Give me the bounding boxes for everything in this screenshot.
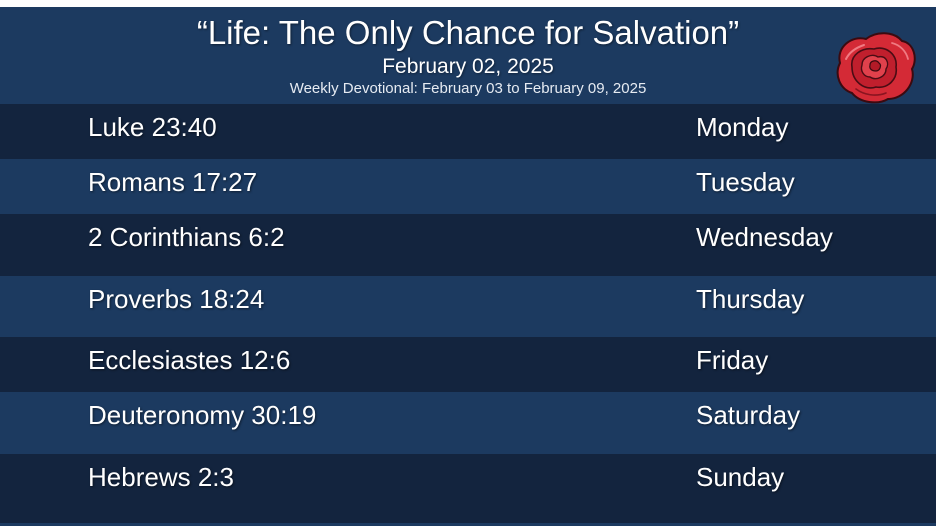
page-title: “Life: The Only Chance for Salvation” <box>196 14 740 51</box>
weekday-label: Thursday <box>696 284 805 314</box>
list-item: Deuteronomy 30:19 Saturday <box>0 392 936 454</box>
list-item: Luke 23:40 Monday <box>0 104 936 159</box>
scripture-reference: Luke 23:40 <box>88 112 217 142</box>
reading-list: Luke 23:40 Monday Romans 17:27 Tuesday 2… <box>0 104 936 523</box>
weekday-label: Wednesday <box>696 222 833 252</box>
list-item: Romans 17:27 Tuesday <box>0 159 936 214</box>
list-item: Hebrews 2:3 Sunday <box>0 454 936 523</box>
devotional-subtitle: Weekly Devotional: February 03 to Februa… <box>289 80 647 97</box>
scripture-reference: Ecclesiastes 12:6 <box>88 345 291 375</box>
list-item: 2 Corinthians 6:2 Wednesday <box>0 214 936 276</box>
scripture-reference: 2 Corinthians 6:2 <box>88 222 285 252</box>
scripture-reference: Proverbs 18:24 <box>88 284 265 314</box>
list-item: Ecclesiastes 12:6 Friday <box>0 337 936 392</box>
scripture-reference: Deuteronomy 30:19 <box>88 400 317 430</box>
header: “Life: The Only Chance for Salvation” Fe… <box>0 7 936 104</box>
list-item: Proverbs 18:24 Thursday <box>0 276 936 337</box>
weekday-label: Monday <box>696 112 789 142</box>
scripture-reference: Romans 17:27 <box>88 167 258 197</box>
sermon-date: February 02, 2025 <box>382 55 554 78</box>
weekday-label: Saturday <box>696 400 801 430</box>
weekday-label: Tuesday <box>696 167 795 197</box>
rose-icon <box>836 32 916 104</box>
scripture-reference: Hebrews 2:3 <box>88 462 234 492</box>
devotional-slide: “Life: The Only Chance for Salvation” Fe… <box>0 7 936 526</box>
weekday-label: Friday <box>696 345 769 375</box>
weekday-label: Sunday <box>696 462 785 492</box>
